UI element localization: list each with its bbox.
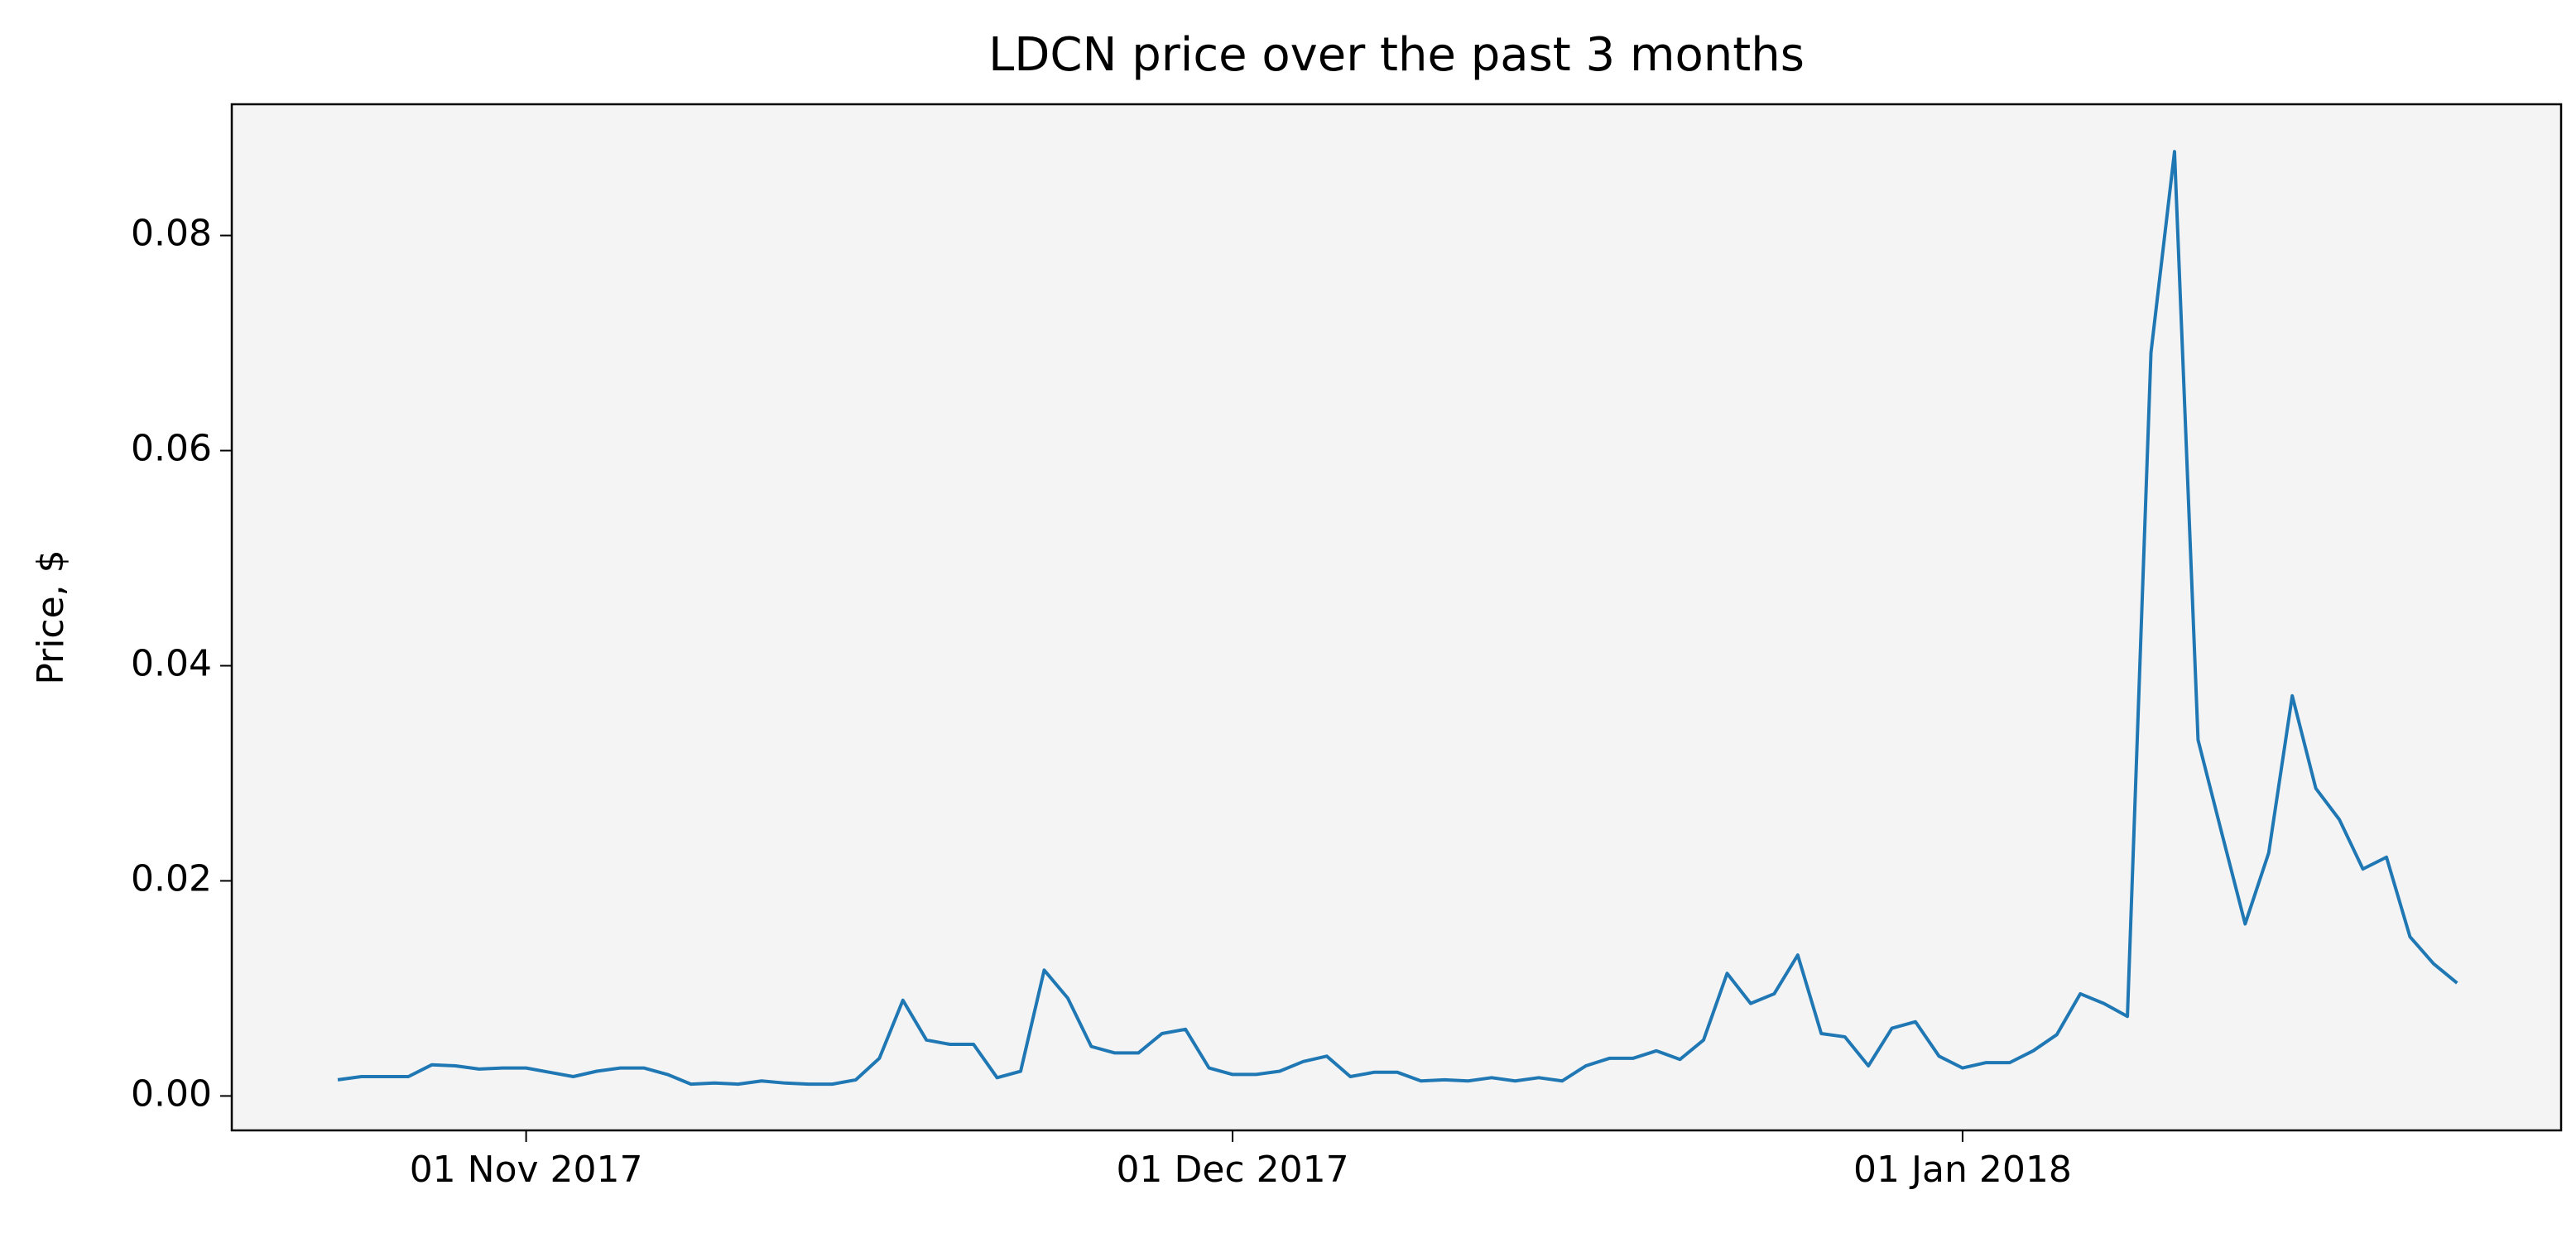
chart-title: LDCN price over the past 3 months — [988, 28, 1805, 82]
x-tick-label: 01 Jan 2018 — [1853, 1149, 2072, 1191]
y-tick-label: 0.00 — [131, 1072, 212, 1115]
plot-area — [232, 104, 2561, 1130]
price-line — [337, 150, 2458, 1087]
y-tick-label: 0.08 — [131, 213, 212, 255]
y-tick-label: 0.04 — [131, 642, 212, 684]
y-tick-label: 0.02 — [131, 857, 212, 900]
y-tick-label: 0.06 — [131, 428, 212, 470]
x-tick-label: 01 Dec 2017 — [1117, 1149, 1349, 1191]
x-tick-label: 01 Nov 2017 — [410, 1149, 643, 1191]
y-axis-label: Price, $ — [30, 549, 72, 684]
plot-frame — [230, 103, 2563, 1132]
